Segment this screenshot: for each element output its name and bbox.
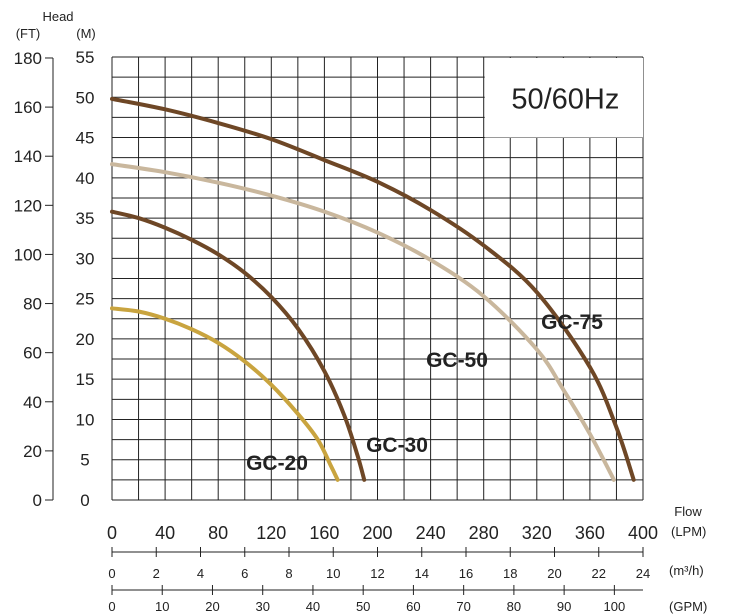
curve-gc-75 bbox=[110, 96, 636, 482]
y-tick-label-ft: 100 bbox=[14, 245, 42, 264]
x-tick-label-m3h: 14 bbox=[415, 566, 429, 581]
x-tick-label-lpm: 320 bbox=[522, 523, 552, 543]
y-tick-label-ft: 60 bbox=[23, 344, 42, 363]
x-tick-label-gpm: 0 bbox=[108, 599, 115, 614]
y-tick-label-m: 30 bbox=[76, 249, 95, 268]
curve-gc-50 bbox=[110, 162, 616, 482]
x-tick-label-lpm: 120 bbox=[256, 523, 286, 543]
x-tick-label-gpm: 10 bbox=[155, 599, 169, 614]
x-tick-label-lpm: 40 bbox=[155, 523, 175, 543]
y-tick-label-ft: 20 bbox=[23, 442, 42, 461]
y-tick-label-ft: 80 bbox=[23, 295, 42, 314]
y-tick-label-m: 40 bbox=[76, 169, 95, 188]
y-axis-unit-ft: (FT) bbox=[16, 26, 41, 41]
curve-gc-20 bbox=[110, 306, 340, 482]
x-tick-label-m3h: 4 bbox=[197, 566, 204, 581]
x-tick-label-gpm: 90 bbox=[557, 599, 571, 614]
y-tick-label-ft: 140 bbox=[14, 147, 42, 166]
y-tick-label-m: 45 bbox=[76, 129, 95, 148]
x-tick-label-gpm: 50 bbox=[356, 599, 370, 614]
x-axis-title: Flow bbox=[674, 504, 702, 519]
y-tick-label-m: 35 bbox=[76, 209, 95, 228]
y-tick-label-ft: 160 bbox=[14, 98, 42, 117]
x-tick-label-gpm: 60 bbox=[406, 599, 420, 614]
y-tick-label-m: 20 bbox=[76, 330, 95, 349]
x-tick-label-m3h: 24 bbox=[636, 566, 650, 581]
y-tick-label-ft: 180 bbox=[14, 49, 42, 68]
x-tick-label-lpm: 200 bbox=[362, 523, 392, 543]
y-tick-label-ft: 40 bbox=[23, 393, 42, 412]
series-label-gc-20: GC-20 bbox=[246, 452, 308, 475]
y-tick-label-m: 10 bbox=[76, 410, 95, 429]
x-tick-label-m3h: 20 bbox=[547, 566, 561, 581]
y-tick-label-ft: 120 bbox=[14, 196, 42, 215]
y-axis-title: Head bbox=[42, 9, 73, 24]
x-tick-label-gpm: 40 bbox=[306, 599, 320, 614]
x-tick-label-m3h: 0 bbox=[108, 566, 115, 581]
y-tick-label-m: 15 bbox=[76, 370, 95, 389]
curve-gc-30 bbox=[110, 209, 367, 482]
title-box bbox=[484, 58, 643, 138]
x-tick-label-lpm: 80 bbox=[208, 523, 228, 543]
x-tick-label-gpm: 70 bbox=[456, 599, 470, 614]
y-tick-label-m: 55 bbox=[76, 48, 95, 67]
x-tick-label-m3h: 12 bbox=[370, 566, 384, 581]
x-tick-label-m3h: 16 bbox=[459, 566, 473, 581]
series-labels: GC-20 GC-30 GC-50 GC-75 bbox=[246, 311, 603, 475]
chart-title: 50/60Hz bbox=[511, 84, 619, 116]
y-axis-unit-m: (M) bbox=[76, 26, 96, 41]
x-tick-label-gpm: 20 bbox=[205, 599, 219, 614]
y-tick-label-m: 0 bbox=[80, 491, 89, 510]
x-tick-label-m3h: 6 bbox=[241, 566, 248, 581]
x-tick-label-gpm: 30 bbox=[255, 599, 269, 614]
x-tick-label-m3h: 10 bbox=[326, 566, 340, 581]
x-tick-label-lpm: 0 bbox=[107, 523, 117, 543]
x-tick-label-m3h: 22 bbox=[592, 566, 606, 581]
x-tick-label-lpm: 240 bbox=[416, 523, 446, 543]
x-tick-label-m3h: 2 bbox=[153, 566, 160, 581]
x-tick-label-gpm: 100 bbox=[604, 599, 626, 614]
y-tick-label-m: 25 bbox=[76, 290, 95, 309]
x-tick-label-m3h: 8 bbox=[285, 566, 292, 581]
y-tick-label-ft: 0 bbox=[33, 491, 42, 510]
curves bbox=[110, 96, 636, 482]
x-tick-label-lpm: 160 bbox=[309, 523, 339, 543]
x-axis-unit-gpm: (GPM) bbox=[669, 599, 707, 614]
x-tick-label-m3h: 18 bbox=[503, 566, 517, 581]
x-tick-label-lpm: 360 bbox=[575, 523, 605, 543]
series-label-gc-50: GC-50 bbox=[426, 349, 488, 372]
x-tick-label-lpm: 280 bbox=[469, 523, 499, 543]
y-tick-label-m: 50 bbox=[76, 88, 95, 107]
x-axis-unit-m3h: (m³/h) bbox=[669, 563, 704, 578]
series-label-gc-75: GC-75 bbox=[541, 311, 603, 334]
series-label-gc-30: GC-30 bbox=[366, 434, 428, 457]
x-axis-unit-lpm: (LPM) bbox=[671, 524, 706, 539]
x-tick-label-gpm: 80 bbox=[507, 599, 521, 614]
y-tick-label-m: 5 bbox=[80, 451, 89, 470]
x-tick-label-lpm: 400 bbox=[628, 523, 658, 543]
axes: Head(FT) (M)02040608010012014016018005101… bbox=[14, 9, 708, 614]
